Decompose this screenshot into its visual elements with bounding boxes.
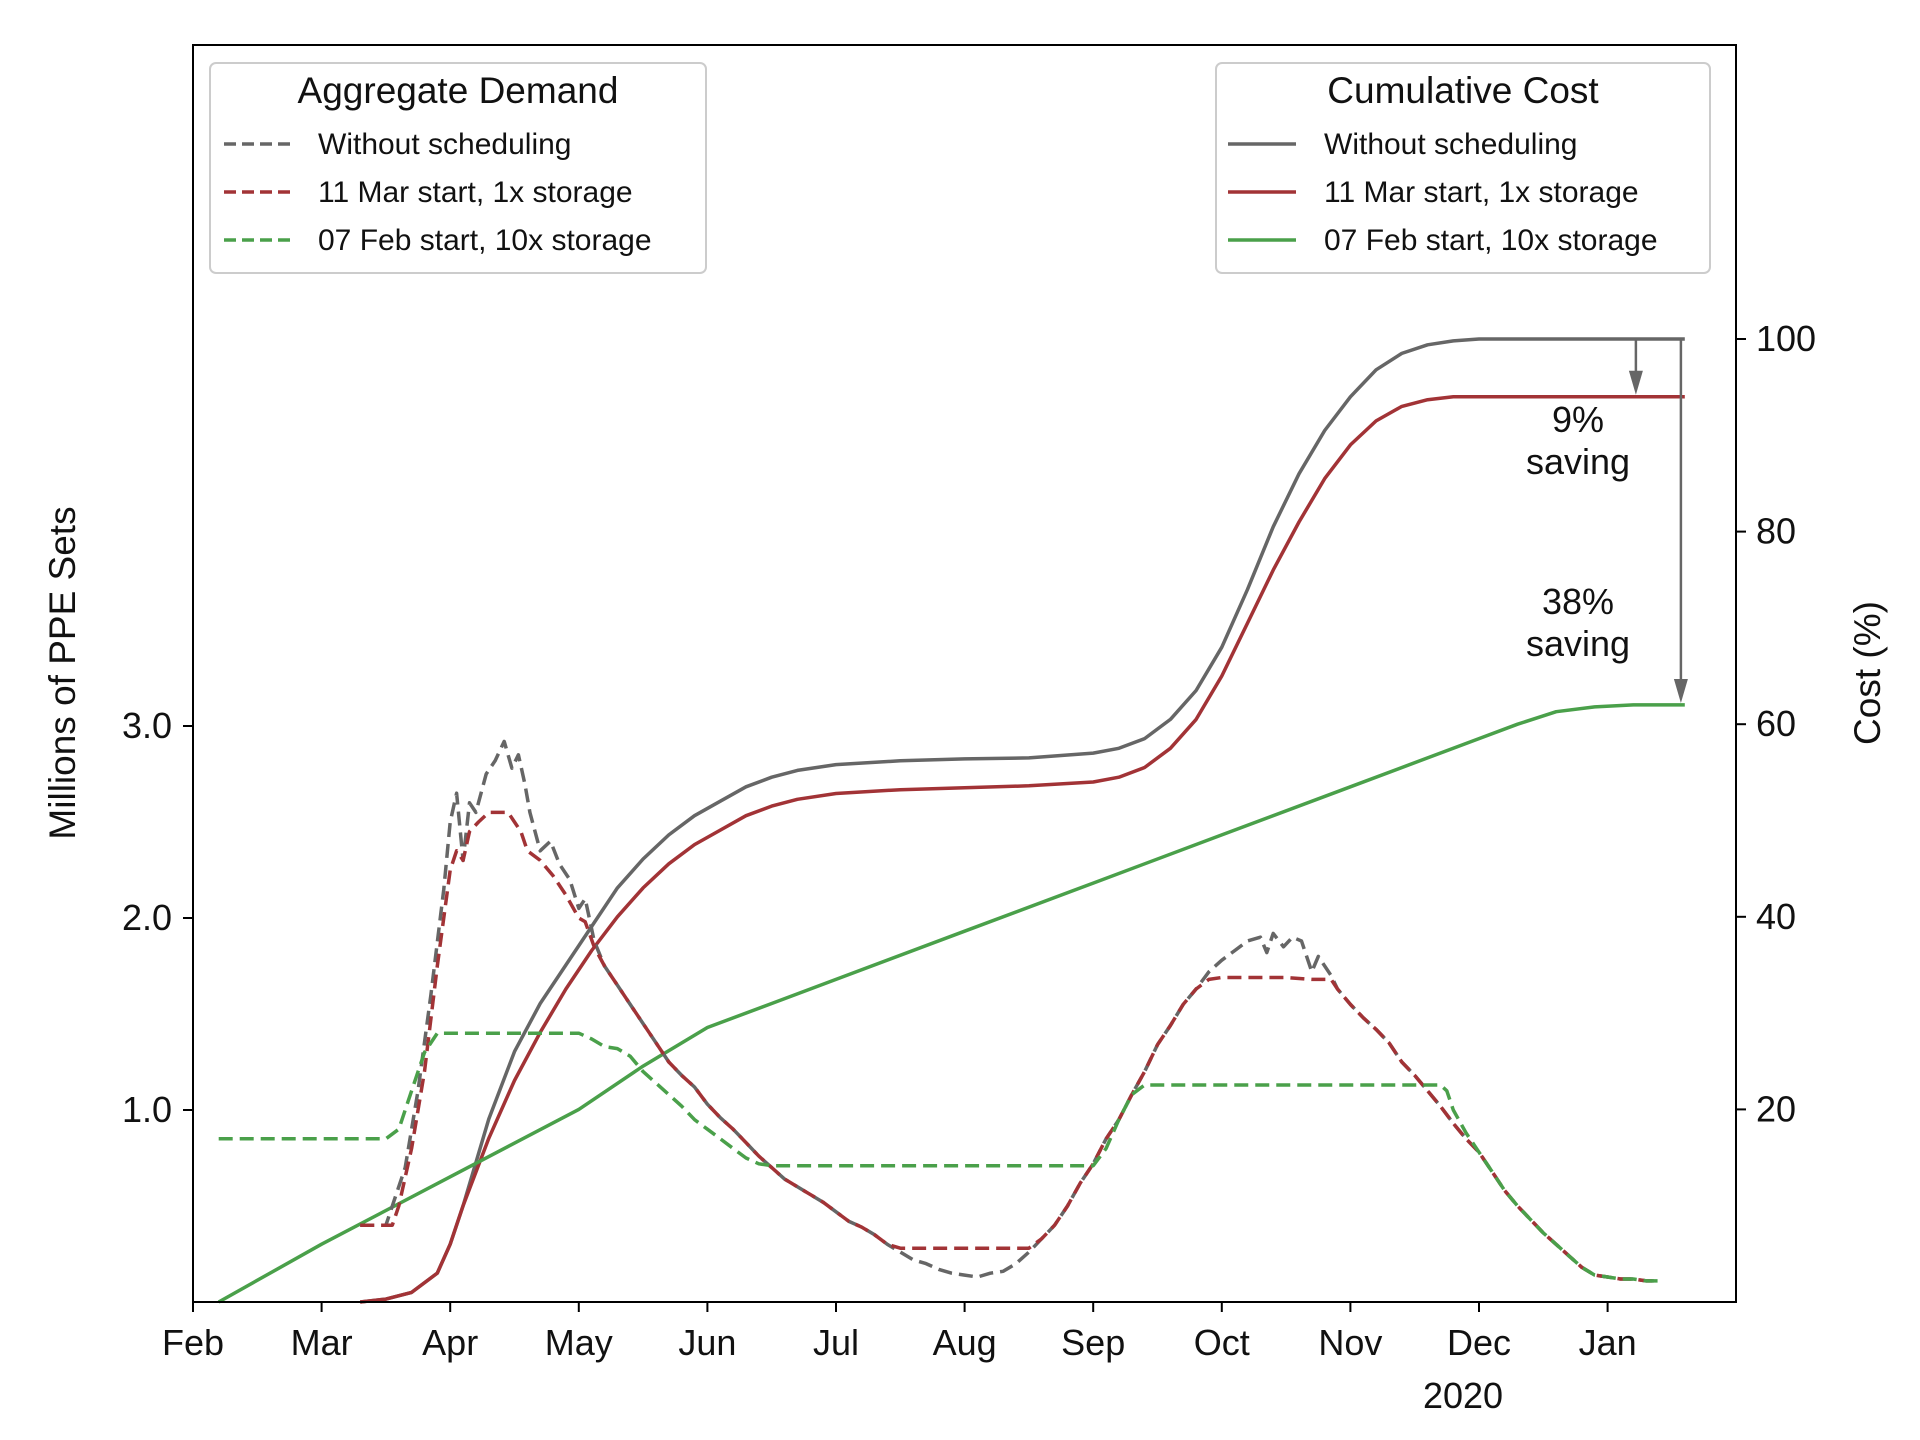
legend-demand-entry-feb: 07 Feb start, 10x storage: [318, 224, 652, 257]
y-right-tick-label: 100: [1756, 318, 1816, 359]
legend-demand-entry-mar: 11 Mar start, 1x storage: [318, 176, 633, 209]
legend-cost-entry-without: Without scheduling: [1324, 128, 1577, 161]
saving-annotation-label: saving: [1526, 623, 1630, 664]
y-right-axis-title: Cost (%): [1847, 601, 1888, 745]
y-left-axis-ticks: 1.0 2.0 3.0: [122, 705, 193, 1130]
x-tick-label: Dec: [1447, 1322, 1511, 1363]
y-left-axis-title: Millions of PPE Sets: [42, 506, 83, 839]
x-tick-label: Aug: [933, 1322, 997, 1363]
saving-annotation-percent: 9%: [1552, 399, 1604, 440]
legend-cost-entry-feb: 07 Feb start, 10x storage: [1324, 224, 1658, 257]
legend-demand-title: Aggregate Demand: [298, 70, 619, 111]
saving-annotation-percent: 38%: [1542, 581, 1614, 622]
y-left-tick-label: 2.0: [122, 897, 172, 938]
legend-cost-title: Cumulative Cost: [1327, 70, 1599, 111]
y-right-tick-label: 60: [1756, 703, 1796, 744]
saving-arrow-head: [1673, 678, 1688, 703]
legend-demand-box: [209, 62, 707, 274]
legend-cumulative-cost: Cumulative Cost Without scheduling 11 Ma…: [1215, 62, 1711, 274]
cost-series-feb: [217, 703, 1685, 1304]
series-layer: [217, 337, 1685, 1304]
x-tick-label: Mar: [291, 1322, 353, 1363]
x-tick-label: Sep: [1061, 1322, 1125, 1363]
y-left-tick-label: 1.0: [122, 1089, 172, 1130]
x-tick-label: Jun: [678, 1322, 736, 1363]
x-axis-ticks: Feb Mar Apr May Jun Jul Aug Sep Oct Nov Dec Jan: [162, 1302, 1637, 1363]
legend-aggregate-demand: Aggregate Demand Without scheduling 11 M…: [209, 62, 707, 274]
y-right-axis-ticks: 20 40 60 80 100: [1736, 318, 1816, 1129]
demand-series-mar: [360, 810, 1659, 1283]
x-tick-label: Oct: [1194, 1322, 1250, 1363]
y-left-tick-label: 3.0: [122, 705, 172, 746]
legend-cost-box: [1215, 62, 1711, 274]
y-right-tick-label: 20: [1756, 1088, 1796, 1129]
demand-series-feb: [218, 1031, 1659, 1283]
saving-annotation-label: saving: [1526, 441, 1630, 482]
y-right-tick-label: 40: [1756, 896, 1796, 937]
saving-arrow-head: [1628, 370, 1643, 395]
cost-series-mar: [360, 395, 1685, 1304]
legend-cost-entry-mar: 11 Mar start, 1x storage: [1324, 176, 1639, 209]
x-tick-label: Jan: [1579, 1322, 1637, 1363]
x-tick-label: Jul: [813, 1322, 859, 1363]
x-tick-label: Nov: [1318, 1322, 1382, 1363]
y-right-tick-label: 80: [1756, 511, 1796, 552]
x-tick-label: Feb: [162, 1322, 224, 1363]
x-tick-label: May: [545, 1322, 613, 1363]
x-tick-label: Apr: [422, 1322, 478, 1363]
cost-series-without: [360, 337, 1685, 1304]
x-axis-year-label: 2020: [1423, 1375, 1503, 1416]
legend-demand-entry-without: Without scheduling: [318, 128, 571, 161]
